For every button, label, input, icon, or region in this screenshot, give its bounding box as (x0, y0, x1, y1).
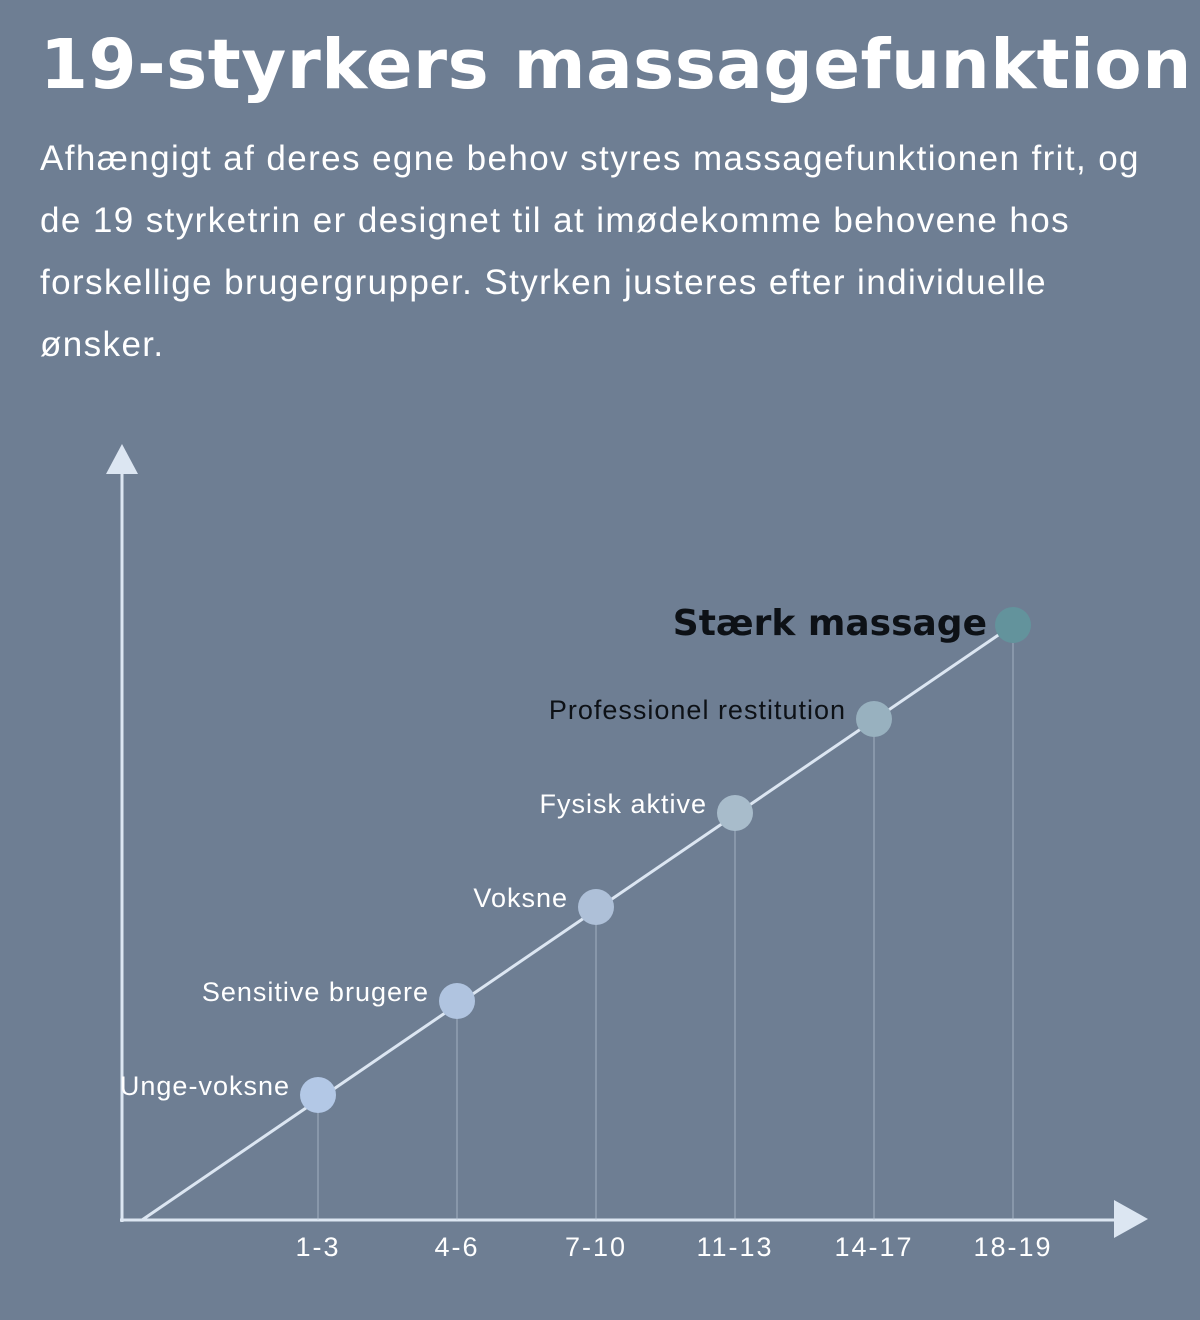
x-tick-label-6: 18-19 (973, 1232, 1052, 1262)
point-label-5: Professionel restitution (549, 695, 846, 725)
point-label-4: Fysisk aktive (539, 789, 707, 819)
data-point-5 (856, 701, 892, 737)
point-label-6: Stærk massage (673, 603, 987, 644)
x-axis-arrow-icon (1114, 1200, 1148, 1238)
x-tick-label-4: 11-13 (696, 1232, 773, 1262)
data-point-4 (717, 795, 753, 831)
data-point-2 (439, 983, 475, 1019)
point-label-3: Voksne (473, 883, 568, 913)
x-tick-label-3: 7-10 (565, 1232, 627, 1262)
page-title: 19-styrkers massagefunktion (40, 25, 1192, 105)
x-tick-label-5: 14-17 (834, 1232, 913, 1262)
point-label-1: Unge-voksne (120, 1071, 290, 1101)
data-point-3 (578, 889, 614, 925)
point-label-2: Sensitive brugere (202, 977, 429, 1007)
x-tick-label-1: 1-3 (295, 1232, 340, 1262)
y-axis-arrow-icon (106, 444, 138, 474)
data-point-6 (995, 607, 1031, 643)
data-point-1 (300, 1077, 336, 1113)
chart-axes (106, 444, 1148, 1238)
description-text: Afhængigt af deres egne behov styres mas… (40, 139, 1140, 364)
x-tick-label-2: 4-6 (434, 1232, 479, 1262)
